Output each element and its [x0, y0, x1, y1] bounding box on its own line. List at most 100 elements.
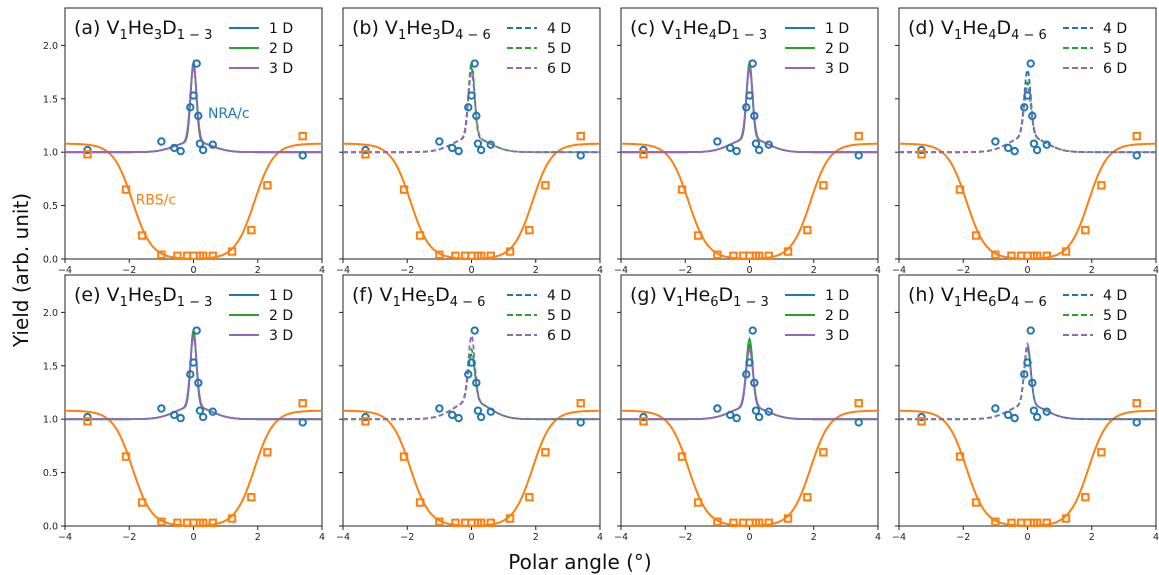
x-tick-label: 0 [468, 265, 474, 276]
nra-point [176, 413, 185, 423]
rbs-point [137, 498, 147, 507]
legend-label: 4 D [1103, 21, 1127, 37]
x-tick-label: 4 [875, 265, 881, 276]
rbs-point [541, 448, 550, 457]
rbs-point [639, 417, 648, 426]
nra-point [473, 139, 483, 148]
series-line-3d [65, 63, 322, 154]
rbs-point [263, 181, 272, 190]
x-tick-label: −2 [122, 265, 136, 276]
x-tick-label: −2 [122, 532, 136, 543]
nra-point [917, 412, 926, 422]
legend-label: 2 D [269, 308, 293, 324]
nra-point [476, 145, 486, 155]
x-tick-label: −4 [892, 532, 906, 543]
nra-point [186, 370, 195, 379]
nra-point [576, 418, 585, 427]
nra-point [208, 407, 217, 416]
x-tick-label: 4 [597, 532, 603, 543]
x-tick-label: 2 [255, 265, 261, 276]
nra-point [732, 146, 741, 156]
rbs-point [917, 417, 926, 426]
nra-point [1023, 91, 1032, 100]
rbs-point [541, 181, 550, 190]
legend-label: 4 D [547, 288, 571, 304]
rbs-point [754, 518, 764, 527]
rbs-point [754, 251, 764, 260]
rbs-point [399, 185, 409, 194]
nra-point [1004, 410, 1013, 420]
x-tick-label: −4 [58, 532, 72, 543]
rbs-curve [898, 409, 1157, 527]
legend-label: 2 D [269, 41, 293, 57]
nra-point [157, 404, 166, 413]
rbs-point [955, 452, 965, 461]
rbs-point [83, 150, 92, 159]
rbs-point [435, 517, 444, 526]
rbs-point [576, 131, 585, 141]
nra-point [1023, 358, 1032, 367]
nra-point [464, 103, 473, 112]
panel-title: (h) V1He6D4 − 6 [908, 284, 1047, 310]
rbs-point [677, 185, 687, 194]
rbs-point [525, 492, 534, 502]
rbs-point [486, 518, 495, 527]
rbs-point [486, 251, 495, 260]
y-tick-label: 1.5 [43, 94, 58, 105]
nra-point [435, 404, 444, 413]
rbs-point [955, 185, 965, 194]
rbs-point [298, 131, 307, 141]
nra-point [991, 404, 1000, 413]
panel-a: −4 −2 0 2 4 0.0 0.5 1.0 1.5 2.0 (a) V1He3D1 − 3 1 D… [43, 7, 325, 276]
nra-point [1020, 103, 1029, 112]
legend-label: 1 D [825, 288, 849, 304]
rbs-point [415, 231, 425, 240]
rbs-point [991, 250, 1000, 259]
rbs-curve [342, 409, 601, 527]
rbs-point [1061, 247, 1071, 256]
panel-b: −4 −2 0 2 4 (b) V1He3D4 − 6 4 D 5 D 6 D [336, 7, 603, 276]
nra-point [1032, 412, 1042, 422]
panel-e: −4 −2 0 2 4 0.0 0.5 1.0 1.5 2.0 (e) V1He5D1 − 3 1 D… [43, 274, 325, 543]
x-tick-label: −2 [400, 265, 414, 276]
x-tick-label: 4 [1153, 532, 1159, 543]
series-line-6d [343, 70, 600, 154]
nra-point [192, 326, 201, 335]
x-tick-label: 0 [746, 265, 752, 276]
legend-label: 2 D [825, 41, 849, 57]
rbs-point [208, 518, 217, 527]
series-line-6d [343, 333, 600, 421]
y-tick-label: 1.5 [43, 361, 58, 372]
nra-point [1029, 406, 1039, 415]
rbs-point [1032, 518, 1042, 527]
rbs-point [298, 398, 307, 408]
x-tick-label: −4 [614, 532, 628, 543]
nra-point [83, 412, 92, 422]
rbs-point [713, 250, 722, 259]
nra-point [1028, 111, 1037, 121]
series-line-4d [343, 353, 600, 421]
nra-point [208, 140, 217, 149]
panel-h: −4 −2 0 2 4 (h) V1He6D4 − 6 4 D 5 D 6 D [892, 274, 1159, 543]
nra-point [745, 358, 754, 367]
rbs-point [173, 251, 182, 260]
rbs-curve [620, 409, 879, 527]
y-tick-label: 2.0 [43, 308, 58, 319]
x-tick-label: −4 [58, 265, 72, 276]
x-tick-label: −4 [336, 265, 350, 276]
nra-point [726, 143, 735, 153]
legend-label: 1 D [269, 288, 293, 304]
nra-point [198, 412, 208, 422]
rbs-point [971, 231, 981, 240]
rbs-point [415, 498, 425, 507]
nra-point [991, 137, 1000, 146]
legend-label: 2 D [825, 308, 849, 324]
panel-title: (e) V1He5D1 − 3 [74, 284, 212, 310]
legend-label: 6 D [1103, 328, 1127, 344]
panel-c: −4 −2 0 2 4 (c) V1He4D1 − 3 1 D 2 D 3 D [614, 7, 881, 276]
rbs-point [803, 225, 812, 235]
nra-point [486, 140, 495, 149]
rbs-point [361, 150, 370, 159]
rbs-point [361, 417, 370, 426]
